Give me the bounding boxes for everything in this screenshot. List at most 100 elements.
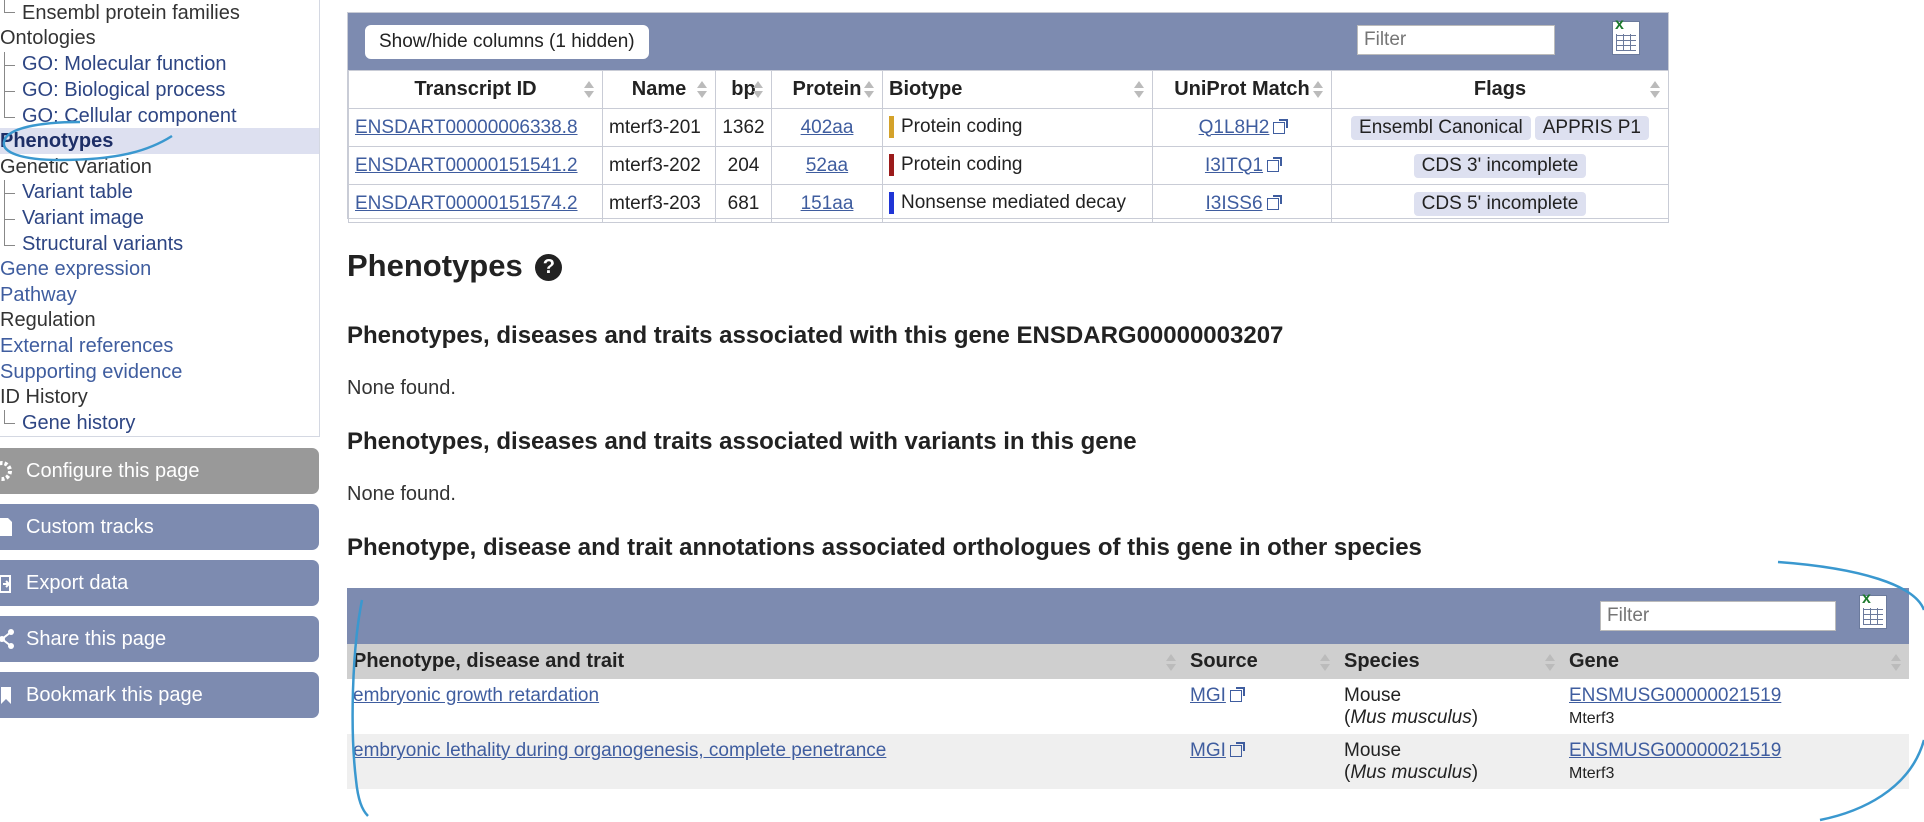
gear-icon [0, 461, 12, 481]
sort-icon[interactable] [1320, 652, 1330, 672]
share-page-button[interactable]: Share this page [0, 616, 319, 662]
source-link[interactable]: MGI [1190, 685, 1226, 706]
protein-link[interactable]: 52aa [805, 154, 849, 176]
transcript-bp: 681 [715, 184, 772, 223]
col-header-label: UniProt Match [1174, 78, 1310, 100]
sort-icon[interactable] [1650, 79, 1660, 99]
sort-icon[interactable] [753, 79, 763, 99]
transcript-bp: 1362 [715, 108, 772, 147]
sidebar-item-go-biological-process[interactable]: GO: Biological process [22, 79, 226, 101]
tree-connector [4, 180, 15, 194]
flag-badge: CDS 5' incomplete [1413, 191, 1587, 216]
export-icon [0, 575, 11, 593]
sidebar-item-phenotypes[interactable]: Phenotypes [0, 130, 114, 152]
transcript-name: mterf3-202 [602, 146, 716, 185]
spreadsheet-export-icon[interactable] [1612, 16, 1640, 55]
show-hide-columns-button[interactable]: Show/hide columns (1 hidden) [364, 24, 650, 60]
transcript-table-toolbar: Show/hide columns (1 hidden) [348, 13, 1668, 70]
sort-icon[interactable] [1166, 652, 1176, 672]
sort-icon[interactable] [864, 79, 874, 99]
transcript-filter-input[interactable] [1357, 25, 1555, 55]
transcript-table: Transcript ID Name bp Protein Biotype Un… [348, 70, 1669, 223]
table-row: ENSDART00000151574.2 mterf3-203 681 151a… [348, 184, 1669, 223]
col-header-flags[interactable]: Flags [1331, 70, 1669, 109]
help-icon[interactable]: ? [535, 254, 563, 281]
flag-badge: APPRIS P1 [1534, 115, 1649, 140]
sidebar-item-genetic-variation[interactable]: Genetic Variation [0, 156, 152, 178]
transcript-id-link[interactable]: ENSDART00000006338.8 [355, 116, 578, 138]
orthologue-table-panel: Phenotype, disease and trait Source Spec… [347, 588, 1909, 800]
sidebar-item-structural-variants[interactable]: Structural variants [22, 233, 184, 255]
orthologue-filter-input[interactable] [1600, 601, 1836, 631]
uniprot-link[interactable]: Q1L8H2 [1198, 116, 1270, 138]
sidebar-item-go-cellular-component[interactable]: GO: Cellular component [22, 105, 237, 127]
sort-icon[interactable] [697, 79, 707, 99]
col-header-label: Gene [1569, 650, 1620, 672]
sidebar-item-gene-expression[interactable]: Gene expression [0, 258, 152, 280]
sidebar-item-variant-image[interactable]: Variant image [22, 207, 144, 229]
external-link-icon [1266, 194, 1282, 210]
col-header-source[interactable]: Source [1184, 644, 1338, 679]
col-header-gene[interactable]: Gene [1563, 644, 1909, 679]
sidebar-item-ontologies[interactable]: Ontologies [0, 27, 96, 49]
gene-symbol: Mterf3 [1569, 765, 1615, 782]
tree-connector [4, 410, 15, 424]
sort-icon[interactable] [1313, 79, 1323, 99]
spreadsheet-export-icon[interactable] [1859, 590, 1887, 629]
sort-icon[interactable] [584, 79, 594, 99]
transcript-table-panel: Show/hide columns (1 hidden) Transcript … [347, 12, 1669, 223]
transcript-name: mterf3-203 [602, 184, 716, 223]
col-header-name[interactable]: Name [602, 70, 716, 109]
phenotype-link[interactable]: embryonic growth retardation [353, 685, 600, 706]
sidebar-item-go-molecular-function[interactable]: GO: Molecular function [22, 53, 227, 75]
sidebar-item-external-references[interactable]: External references [0, 335, 174, 357]
sidebar-item-pathway[interactable]: Pathway [0, 284, 77, 306]
page-title-text: Phenotypes [347, 248, 523, 283]
phenotype-link[interactable]: embryonic lethality during organogenesis… [353, 740, 887, 761]
bookmark-page-button[interactable]: Bookmark this page [0, 672, 319, 718]
external-link-icon [1267, 156, 1283, 172]
col-header-label: Name [631, 78, 687, 100]
sort-icon[interactable] [1134, 79, 1144, 99]
sidebar-tree: Ensembl protein families Ontologies GO: … [0, 0, 320, 437]
document-icon [0, 518, 12, 536]
col-header-phenotype[interactable]: Phenotype, disease and trait [347, 644, 1184, 679]
col-header-label: bp [731, 78, 756, 100]
col-header-uniprot-match[interactable]: UniProt Match [1152, 70, 1332, 109]
export-data-button[interactable]: Export data [0, 560, 319, 606]
biotype-label: Protein coding [901, 154, 1023, 176]
col-header-transcript-id[interactable]: Transcript ID [348, 70, 603, 109]
col-header-species[interactable]: Species [1338, 644, 1563, 679]
protein-link[interactable]: 151aa [800, 192, 854, 214]
col-header-label: Protein [792, 78, 862, 100]
biotype-label: Protein coding [901, 116, 1023, 138]
gene-symbol: Mterf3 [1569, 710, 1615, 727]
col-header-biotype[interactable]: Biotype [882, 70, 1153, 109]
sidebar-item-variant-table[interactable]: Variant table [22, 181, 133, 203]
custom-tracks-label: Custom tracks [26, 516, 154, 538]
uniprot-link[interactable]: I3ITQ1 [1204, 154, 1264, 176]
transcript-id-link[interactable]: ENSDART00000151541.2 [355, 154, 578, 176]
sort-icon[interactable] [1545, 652, 1555, 672]
species-latin-name: Mus musculus [1350, 707, 1472, 728]
custom-tracks-button[interactable]: Custom tracks [0, 504, 319, 550]
protein-link[interactable]: 402aa [800, 116, 854, 138]
sidebar-item-id-history[interactable]: ID History [0, 386, 88, 408]
configure-page-button[interactable]: Configure this page [0, 448, 319, 494]
bookmark-page-label: Bookmark this page [26, 684, 203, 706]
col-header-bp[interactable]: bp [715, 70, 772, 109]
source-link[interactable]: MGI [1190, 740, 1226, 761]
sidebar-item-gene-history[interactable]: Gene history [22, 412, 136, 434]
transcript-id-link[interactable]: ENSDART00000151574.2 [355, 192, 578, 214]
gene-link[interactable]: ENSMUSG00000021519 [1569, 685, 1782, 706]
table-row: embryonic lethality during organogenesis… [347, 734, 1909, 789]
sort-icon[interactable] [1891, 652, 1901, 672]
sidebar-item-ensembl-protein-families[interactable]: Ensembl protein families [22, 2, 240, 24]
col-header-protein[interactable]: Protein [771, 70, 883, 109]
col-header-label: Phenotype, disease and trait [353, 650, 625, 672]
sidebar-item-regulation[interactable]: Regulation [0, 309, 96, 331]
sidebar-item-supporting-evidence[interactable]: Supporting evidence [0, 361, 183, 383]
uniprot-link[interactable]: I3ISS6 [1205, 192, 1263, 214]
gene-link[interactable]: ENSMUSG00000021519 [1569, 740, 1782, 761]
biotype-color-bar [889, 192, 894, 215]
